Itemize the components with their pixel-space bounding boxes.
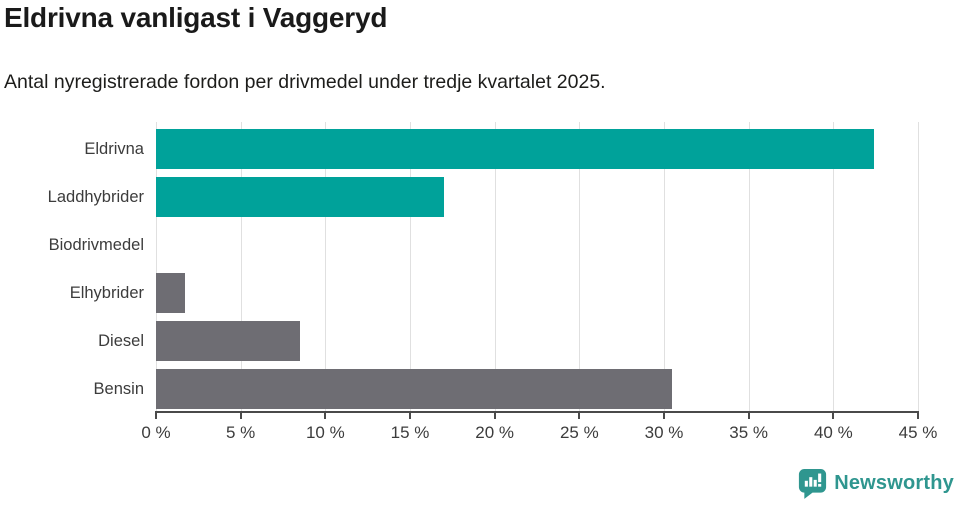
newsworthy-logo[interactable]: Newsworthy <box>798 468 954 499</box>
category-label: Laddhybrider <box>47 188 144 206</box>
newsworthy-wordmark: Newsworthy <box>834 472 954 494</box>
bar-diesel <box>156 321 300 361</box>
grid-line <box>833 122 835 412</box>
page-title: Eldrivna vanligast i Vaggeryd <box>4 2 388 33</box>
grid-line <box>748 122 750 412</box>
x-tick-mark <box>493 413 496 419</box>
x-tick-label: 30 % <box>644 423 684 442</box>
category-label: Biodrivmedel <box>48 236 144 254</box>
x-tick-mark <box>409 413 411 419</box>
grid-line <box>918 122 919 412</box>
x-tick-label: 10 % <box>305 423 345 442</box>
bar-laddhybrider <box>156 177 444 217</box>
category-label: Diesel <box>98 332 144 350</box>
bar-bensin <box>156 369 673 409</box>
grid-line <box>325 122 327 412</box>
grid-line <box>664 122 665 412</box>
x-tick-mark <box>832 413 835 419</box>
grid-line <box>494 122 496 412</box>
x-tick-mark <box>578 413 581 419</box>
plot-area <box>156 122 919 412</box>
bar-elhybrider <box>156 273 185 313</box>
x-tick-mark <box>917 413 919 419</box>
x-tick-label: 5 % <box>226 423 256 442</box>
x-tick-mark <box>155 413 157 419</box>
bar-eldrivna <box>156 129 874 169</box>
x-tick-mark <box>663 413 665 419</box>
category-label: Bensin <box>93 380 144 398</box>
x-tick-label: 15 % <box>390 423 430 442</box>
category-label: Eldrivna <box>84 140 144 158</box>
x-tick-label: 20 % <box>475 423 515 442</box>
grid-line <box>240 122 242 412</box>
x-tick-label: 40 % <box>813 423 853 442</box>
x-tick-mark <box>324 413 327 419</box>
grid-line <box>579 122 581 412</box>
x-tick-label: 25 % <box>559 423 599 442</box>
x-axis-line <box>155 411 919 413</box>
chart-subtitle: Antal nyregistrerade fordon per drivmede… <box>4 71 606 93</box>
x-tick-label: 0 % <box>141 423 171 442</box>
x-tick-label: 45 % <box>898 423 938 442</box>
x-tick-mark <box>747 413 750 419</box>
newsworthy-bubble-chart-icon <box>798 468 827 499</box>
category-label: Elhybrider <box>69 284 144 302</box>
x-tick-mark <box>239 413 242 419</box>
grid-line <box>410 122 411 412</box>
grid-line <box>156 122 157 412</box>
x-tick-label: 35 % <box>729 423 769 442</box>
